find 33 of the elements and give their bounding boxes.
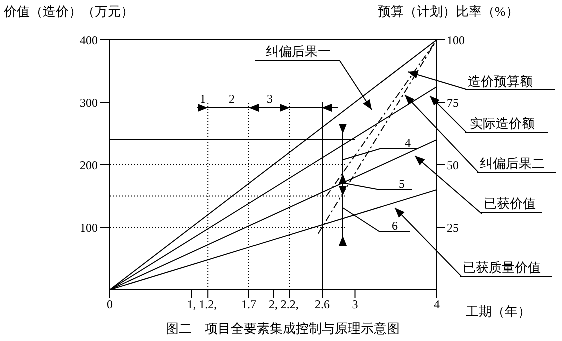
- x-tick-label: 1,: [187, 298, 196, 312]
- x-tick-label: 2,: [269, 298, 278, 312]
- y-tick-label: 100: [80, 220, 98, 235]
- y2-tick-label: 100: [447, 33, 465, 48]
- x-tick-label: 1.7: [241, 298, 256, 312]
- text: 实际造价额: [470, 116, 535, 131]
- y2-tick-label: 50: [447, 158, 459, 172]
- x-tick-label: 0: [107, 298, 113, 312]
- annotation: 2: [229, 92, 235, 106]
- y-tick-label: 200: [80, 158, 98, 172]
- x-tick-label: 2.6: [315, 298, 330, 312]
- x-tick-label: 2.2,: [280, 298, 299, 312]
- y2-tick-label: 25: [447, 220, 459, 235]
- text: 纠偏后果二: [480, 156, 545, 171]
- y2-tick-label: 75: [447, 96, 459, 110]
- y2-axis-title: 预算（计划）比率（%）: [378, 4, 519, 19]
- x-tick-label: 1.2,: [199, 298, 218, 312]
- text: 图二 项目全要素集成控制与原理示意图: [166, 321, 400, 336]
- text: 纠偏后果一: [266, 44, 331, 59]
- annotation: 6: [392, 219, 398, 233]
- text: 已获价值: [484, 196, 536, 211]
- x-tick-label: 4: [434, 298, 440, 312]
- annotation: 5: [399, 177, 405, 191]
- y-tick-label: 400: [80, 33, 98, 48]
- y-tick-label: 300: [80, 96, 98, 110]
- annotation: 3: [267, 92, 273, 106]
- x-axis-title: 工期（年）: [466, 304, 531, 319]
- y-axis-title: 价值（造价）（万元）: [3, 4, 134, 19]
- text: 已获质量价值: [463, 260, 541, 275]
- legend-label: 造价预算额: [468, 74, 533, 89]
- annotation: 4: [405, 136, 411, 150]
- x-tick-label: 3: [352, 298, 358, 312]
- annotation: 1: [200, 92, 206, 106]
